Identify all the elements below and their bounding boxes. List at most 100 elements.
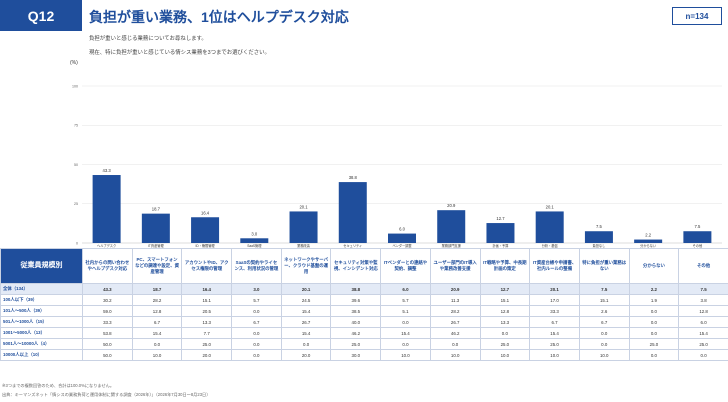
table-cell: 1.9 xyxy=(628,294,680,306)
table-cell: 0.0 xyxy=(578,338,630,350)
bar-value-label: 12.7 xyxy=(496,216,505,221)
table-row: 100人以下（39） 30.2 28.2 15.1 5.7 24.5 39.6 5.7 11.3… xyxy=(0,294,728,306)
bar xyxy=(683,231,712,243)
bar xyxy=(437,210,466,243)
bar-value-label: 16.4 xyxy=(201,210,210,215)
table-cell: 0.0 xyxy=(628,316,680,328)
table-cell: 0.0 xyxy=(628,305,680,317)
x-tick-label: 分析・基盤 xyxy=(542,243,559,248)
table-cell: 26.7 xyxy=(429,316,481,328)
table-cell: 10.0 xyxy=(131,349,183,361)
footnote: ※3つまでの複数回答のため、合計は100.0%になりません。 xyxy=(2,383,115,388)
table-cell: 15.1 xyxy=(578,294,630,306)
table-cell: 20.1 xyxy=(529,283,580,295)
table-row: 5001人〜10000人（4） 50.0 0.0 25.0 0.0 0.0 25.0 0.0 0… xyxy=(0,338,728,350)
table-cell: 15.1 xyxy=(479,294,531,306)
column-header: 分からない xyxy=(628,248,680,284)
table-row: 全体（134） 43.3 18.7 16.4 3.0 20.1 38.8 6.0 20.9 12.… xyxy=(0,283,728,295)
page-title: 負担が重い業務、1位はヘルプデスク対応 xyxy=(89,9,349,25)
table-cell: 20.0 xyxy=(280,349,332,361)
table-cell: 33.3 xyxy=(82,316,133,328)
column-header: 社内からの問い合わせやヘルプデスク対応 xyxy=(82,248,133,284)
table-cell: 33.3 xyxy=(529,305,580,317)
table-cell: 0.0 xyxy=(429,338,481,350)
column-header: SaaSの契約やライセンス、利用状況の管理 xyxy=(231,248,282,284)
table-row: 1001〜5000人（13） 53.8 15.4 7.7 0.0 15.4 46.2 15.4… xyxy=(0,327,728,339)
x-tick-label: セキュリティ xyxy=(343,243,362,248)
sample-size-badge: n=134 xyxy=(672,7,722,25)
table-cell: 25.0 xyxy=(330,338,382,350)
table-cell: 13.3 xyxy=(181,316,233,328)
table-cell: 7.5 xyxy=(578,283,630,295)
table-cell: 12.8 xyxy=(678,305,728,317)
x-tick-label: 計画・予算 xyxy=(492,243,509,248)
table-cell: 3.8 xyxy=(678,294,728,306)
column-header: アカウントやID、アクセス権限の管理 xyxy=(181,248,233,284)
table-cell: 15.4 xyxy=(280,327,332,339)
question-number-badge: Q12 xyxy=(0,0,82,31)
x-tick-label: ID・権限管理 xyxy=(196,243,216,248)
table-cell: 2.6 xyxy=(578,305,630,317)
y-tick-label: 25 xyxy=(74,202,78,206)
table-cell: 0.0 xyxy=(231,327,282,339)
bar xyxy=(289,211,318,243)
table-cell: 5.1 xyxy=(380,305,431,317)
table-cell: 2.2 xyxy=(628,283,680,295)
table-cell: 38.8 xyxy=(330,283,382,295)
table-cell: 0.0 xyxy=(231,305,282,317)
table-cell: 15.4 xyxy=(280,305,332,317)
table-cell: 25.0 xyxy=(628,338,680,350)
table-cell: 0.0 xyxy=(479,327,531,339)
bar-value-label: 18.7 xyxy=(152,207,161,212)
bar-value-label: 38.8 xyxy=(349,175,358,180)
table-cell: 43.3 xyxy=(82,283,133,295)
table-corner-header: 従業員規模別 xyxy=(0,248,83,284)
column-header: ネットワークやサーバー、クラウド基盤の運用 xyxy=(280,248,332,284)
table-cell: 11.3 xyxy=(429,294,481,306)
table-cell: 30.2 xyxy=(82,294,133,306)
x-tick-label: ベンダー調整 xyxy=(392,243,412,248)
row-header: 10000人以上（10） xyxy=(0,349,83,361)
table-cell: 10.0 xyxy=(429,349,481,361)
bar-value-label: 20.1 xyxy=(546,204,555,209)
table-cell: 50.0 xyxy=(82,349,133,361)
table-cell: 40.0 xyxy=(330,316,382,328)
row-header: 501人〜1000人（15） xyxy=(0,316,83,328)
table-cell: 53.8 xyxy=(82,327,133,339)
table-cell: 15.1 xyxy=(181,294,233,306)
x-tick-label: 分からない xyxy=(640,243,656,248)
row-header: 1001〜5000人（13） xyxy=(0,327,83,339)
table-cell: 20.9 xyxy=(429,283,481,295)
table-cell: 25.0 xyxy=(678,338,728,350)
table-cell: 6.0 xyxy=(380,283,431,295)
y-tick-label: 100 xyxy=(72,84,78,88)
bar xyxy=(584,231,613,243)
table-cell: 6.7 xyxy=(529,316,580,328)
y-tick-label: 0 xyxy=(76,241,78,245)
table-cell: 18.7 xyxy=(131,283,183,295)
y-axis-unit: (%) xyxy=(70,60,78,66)
table-cell: 20.0 xyxy=(181,349,233,361)
bar-value-label: 43.3 xyxy=(103,168,112,173)
x-tick-label: ヘルプデスク xyxy=(97,243,116,248)
bar xyxy=(240,238,269,243)
bar xyxy=(486,223,515,243)
table-cell: 12.7 xyxy=(479,283,531,295)
column-header: セキュリティ対策や監視、インシデント対応 xyxy=(330,248,382,284)
table-cell: 15.4 xyxy=(380,327,431,339)
column-header: IT資産台帳や申請書、社内ルールの整備 xyxy=(529,248,580,284)
table-cell: 15.4 xyxy=(678,327,728,339)
bar-value-label: 20.1 xyxy=(299,204,308,209)
x-tick-label: その他 xyxy=(693,243,703,248)
x-tick-label: IT資産管理 xyxy=(148,243,164,248)
column-header: PC、スマートフォンなどの調達や設定、資産管理 xyxy=(131,248,183,284)
table-cell: 10.0 xyxy=(479,349,531,361)
y-tick-label: 50 xyxy=(74,163,78,167)
table-cell: 46.2 xyxy=(429,327,481,339)
table-row: 101人〜500人（39） 59.0 12.8 20.5 0.0 15.4 38.5 5.1 2… xyxy=(0,305,728,317)
row-header: 5001人〜10000人（4） xyxy=(0,338,83,350)
table-cell: 5.7 xyxy=(380,294,431,306)
bar-value-label: 3.0 xyxy=(251,231,257,236)
y-tick-label: 75 xyxy=(74,124,78,128)
table-row: 501人〜1000人（15） 33.3 6.7 13.3 6.7 26.7 40.0 0.0 2… xyxy=(0,316,728,328)
